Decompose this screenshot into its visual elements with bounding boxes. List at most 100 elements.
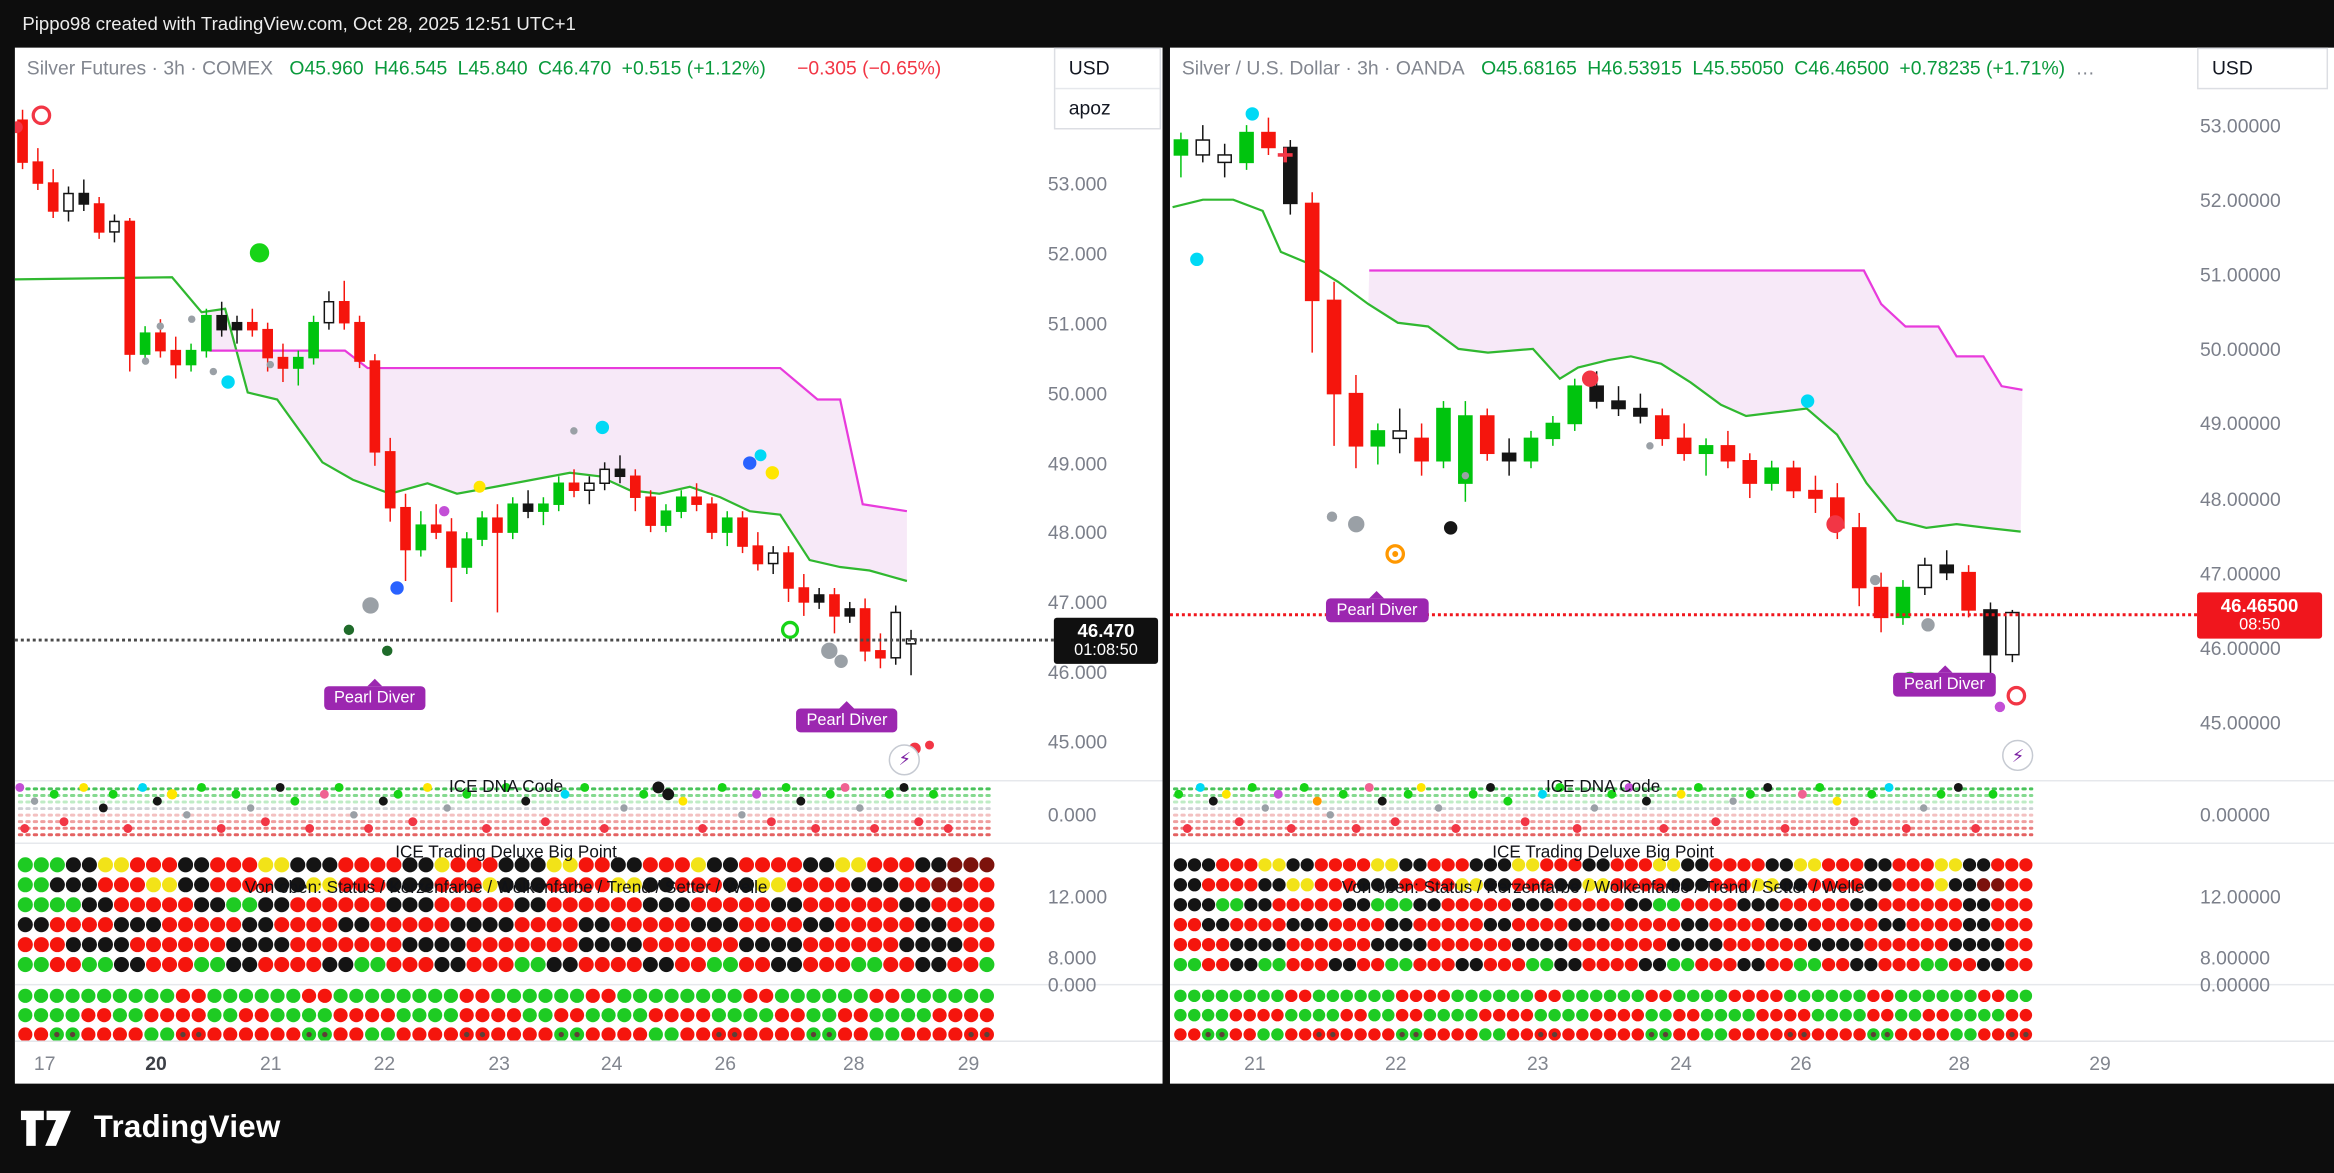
bigpoint-dot xyxy=(65,917,81,933)
lightning-bolt-icon[interactable]: ⚡ xyxy=(2002,740,2034,772)
bigpoint-dot xyxy=(65,877,81,893)
pearl-diver-label[interactable]: Pearl Diver xyxy=(1893,672,1996,697)
bigpoint-dot xyxy=(594,937,610,953)
bigpoint-dot xyxy=(1526,858,1540,872)
bigpoint-dot xyxy=(306,897,322,913)
dna-dot xyxy=(1451,824,1461,833)
bigpoint-dot xyxy=(963,957,979,973)
symbol-title[interactable]: Silver / U.S. Dollar · 3h · OANDA xyxy=(1181,56,1465,79)
symbol-title[interactable]: Silver Futures · 3h · COMEX xyxy=(26,56,274,79)
pearl-diver-label[interactable]: Pearl Diver xyxy=(796,708,898,733)
bigpoint-dot xyxy=(386,917,402,933)
mini-dot xyxy=(1894,1008,1908,1022)
mini-dot xyxy=(1243,1008,1256,1022)
tradingview-logo[interactable]: TradingView xyxy=(20,1109,281,1148)
mini-dot xyxy=(1825,1008,1839,1022)
dna-dot xyxy=(1953,782,1963,792)
bigpoint-dot xyxy=(129,897,146,913)
bigpoint-dot xyxy=(1765,858,1779,872)
mini-dot xyxy=(1991,989,2005,1003)
bigpoint-dot xyxy=(867,917,883,933)
mini-dot xyxy=(1174,1028,1187,1041)
candle-body xyxy=(798,587,810,603)
mini-dot xyxy=(1742,1008,1755,1022)
bigpoint-dot xyxy=(594,857,610,873)
candle-body xyxy=(645,496,656,526)
bigpoint-dot xyxy=(642,937,658,953)
footer-bar: TradingView xyxy=(0,1084,2334,1173)
mini-dot xyxy=(286,988,301,1003)
currency-usd[interactable]: USD xyxy=(2211,56,2253,79)
mini-dot xyxy=(1368,1028,1381,1041)
bigpoint-dot xyxy=(1328,878,1343,892)
bigpoint-dot xyxy=(883,937,899,953)
bigpoint-dot xyxy=(1906,957,1920,972)
candle-body xyxy=(675,496,687,512)
bigpoint-dot xyxy=(1469,957,1483,972)
bigpoint-dot xyxy=(1991,918,2005,932)
time-axis[interactable]: 21 22 23 24 26 28 29 xyxy=(1169,1040,2334,1083)
time-axis[interactable]: 17 20 21 22 23 24 26 28 29 xyxy=(14,1040,1163,1083)
mini-dot xyxy=(97,1008,112,1023)
bigpoint-dot xyxy=(771,917,787,933)
secondary-change-value: −0.305 (−0.65%) xyxy=(797,56,942,79)
bigpoint-dot xyxy=(1836,957,1850,972)
mini-dot xyxy=(1867,989,1880,1003)
bigpoint-dot xyxy=(1371,898,1385,912)
bigpoint-dot xyxy=(1864,937,1878,952)
bigpoint-dot xyxy=(1173,937,1188,952)
mini-dot xyxy=(49,1008,64,1023)
pearl-diver-label[interactable]: Pearl Diver xyxy=(323,686,426,711)
bigpoint-dot xyxy=(1173,918,1188,932)
bigpoint-dot xyxy=(274,917,290,933)
bigpoint-dot xyxy=(1540,858,1554,872)
bigpoint-dot xyxy=(81,957,97,973)
bigpoint-dot xyxy=(1793,858,1808,872)
dna-dot xyxy=(1503,796,1513,806)
chart-plot-area[interactable] xyxy=(1170,92,2036,780)
mini-dot xyxy=(1936,989,1949,1003)
mini-dot xyxy=(1492,1028,1506,1041)
current-price-line xyxy=(14,638,1054,642)
bigpoint-dot xyxy=(1455,957,1469,972)
candle-body xyxy=(262,328,273,359)
indicator-axis-label: 0.000 xyxy=(1047,973,1097,996)
bigpoint-dot xyxy=(1497,937,1512,952)
price-axis-label: 52.00000 xyxy=(2200,189,2281,212)
bigpoint-dot xyxy=(498,897,514,913)
signal-dot xyxy=(570,427,578,435)
mini-dot xyxy=(885,988,900,1003)
bigpoint-dot xyxy=(1906,878,1920,892)
lightning-bolt-icon[interactable]: ⚡ xyxy=(889,744,921,776)
chart-plot-area[interactable] xyxy=(14,92,997,780)
signal-dot xyxy=(382,645,393,657)
bigpoint-dot xyxy=(578,897,594,913)
candle-body xyxy=(1589,385,1604,402)
candle-body xyxy=(63,192,74,212)
mini-dot xyxy=(1936,1008,1949,1022)
bigpoint-dot xyxy=(306,957,322,973)
mini-dot xyxy=(1617,1008,1631,1022)
bigpoint-dot xyxy=(418,897,434,913)
bigpoint-dot xyxy=(1962,957,1977,972)
bigpoint-dot xyxy=(530,957,546,973)
price-axis-label: 45.00000 xyxy=(2200,711,2281,734)
bigpoint-dot xyxy=(1836,878,1850,892)
candle-body xyxy=(1195,139,1211,156)
bigpoint-dot xyxy=(1709,918,1723,932)
bigpoint-dot xyxy=(1230,858,1244,872)
bigpoint-dot xyxy=(65,857,81,873)
pearl-diver-label[interactable]: Pearl Diver xyxy=(1326,598,1428,622)
currency-apoz[interactable]: apoz xyxy=(1055,87,1160,128)
bigpoint-dot xyxy=(1568,937,1582,952)
candle-body xyxy=(1479,415,1495,455)
bigpoint-dot xyxy=(1455,937,1469,952)
bigpoint-dot xyxy=(306,917,322,933)
bigpoint-dot xyxy=(658,937,674,953)
mini-dot xyxy=(680,988,695,1003)
dna-dot xyxy=(1729,797,1737,805)
currency-usd[interactable]: USD xyxy=(1068,56,1110,79)
bigpoint-dot xyxy=(402,957,418,973)
mini-dot-center xyxy=(1870,1031,1877,1038)
signal-dot xyxy=(1190,252,1204,267)
